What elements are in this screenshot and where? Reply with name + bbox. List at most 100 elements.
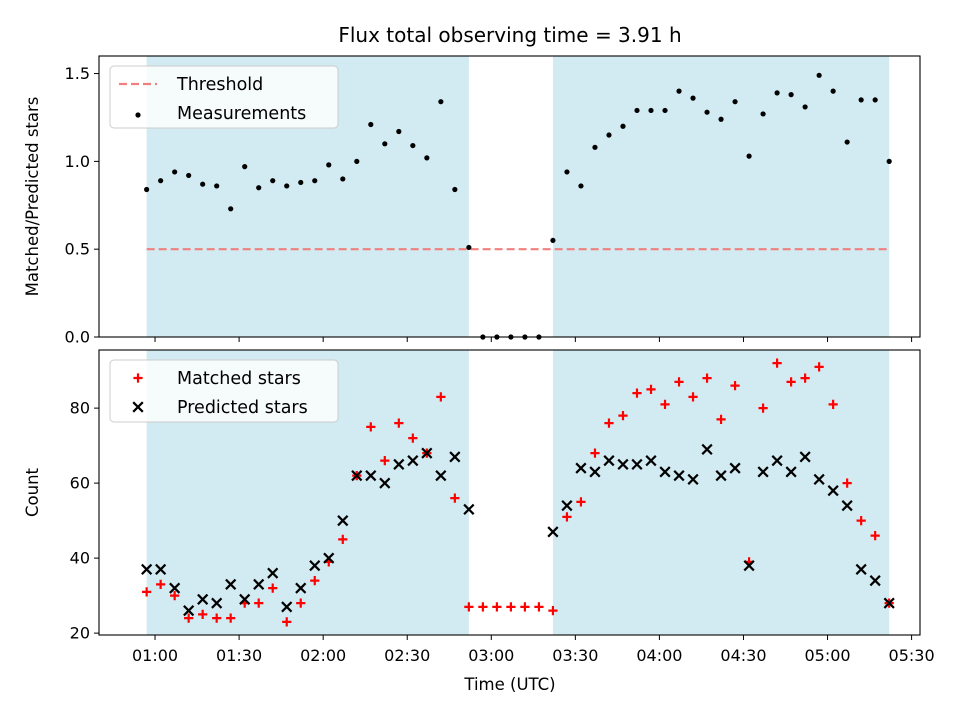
data-point-measurements [802, 104, 808, 110]
observing-window-shading [552, 350, 890, 635]
data-point-measurements [396, 128, 402, 135]
data-point-measurements [662, 107, 668, 114]
data-point-predicted-stars [267, 567, 279, 579]
data-point-matched-stars [646, 384, 656, 394]
legend-box [109, 359, 339, 423]
data-point-measurements [242, 164, 248, 170]
data-point-matched-stars [632, 388, 642, 398]
data-point-measurements [690, 95, 696, 101]
data-point-measurements [816, 72, 822, 78]
legend-label: Threshold [176, 75, 263, 95]
data-point-predicted-stars [715, 470, 727, 482]
data-point-matched-stars [534, 602, 544, 612]
data-point-measurements [410, 142, 416, 149]
data-point-measurements [634, 107, 640, 114]
x-tick-label: 01:30 [216, 646, 262, 665]
data-point-matched-stars [562, 512, 572, 522]
y-tick-label: 1.0 [65, 152, 90, 171]
data-point-predicted-stars [841, 500, 853, 512]
x-tick-label: 01:00 [132, 646, 178, 665]
data-point-predicted-stars [827, 485, 839, 497]
data-point-matched-stars [184, 613, 194, 623]
data-point-matched-stars [338, 534, 348, 544]
y-tick-label: 20 [70, 624, 90, 643]
data-point-matched-stars [772, 358, 782, 368]
data-point-predicted-stars [407, 455, 419, 467]
data-point-matched-stars [492, 602, 502, 612]
data-point-measurements [648, 107, 654, 114]
legend-label: Predicted stars [177, 398, 308, 418]
data-point-matched-stars [254, 598, 264, 608]
y-axis-label: Count [23, 467, 42, 517]
chart-title: Flux total observing time = 3.91 h [338, 23, 681, 47]
legend-box [109, 65, 339, 129]
data-point-measurements [564, 169, 570, 175]
data-point-predicted-stars [337, 515, 349, 527]
data-point-measurements [578, 183, 584, 189]
y-tick-label: 80 [70, 399, 90, 418]
data-point-matched-stars [730, 381, 740, 391]
data-point-matched-stars [478, 602, 488, 612]
data-point-matched-stars [310, 576, 320, 586]
data-point-predicted-stars [183, 605, 195, 617]
data-point-predicted-stars [547, 526, 559, 538]
data-point-matched-stars [450, 493, 460, 503]
data-point-predicted-stars [729, 462, 741, 474]
data-point-predicted-stars [575, 462, 587, 474]
data-point-matched-stars [296, 598, 306, 608]
data-point-matched-stars [814, 362, 824, 372]
data-point-measurements [858, 97, 864, 103]
ratio-panel: 0.0 0.5 1.0 1.5 Matched/Predicted stars Thres… [23, 55, 921, 347]
data-point-matched-stars [618, 411, 628, 421]
data-point-matched-stars [702, 373, 712, 383]
observing-window-shading [552, 56, 890, 337]
data-point-measurements [732, 99, 738, 105]
data-point-predicted-stars [197, 593, 209, 605]
data-point-predicted-stars [281, 601, 293, 613]
data-point-measurements [746, 153, 752, 159]
data-point-matched-stars [464, 602, 474, 612]
data-point-predicted-stars [883, 597, 895, 609]
data-point-matched-stars [576, 497, 586, 507]
data-point-matched-stars [282, 617, 292, 627]
data-point-measurements [382, 141, 388, 147]
data-point-predicted-stars [309, 560, 321, 572]
data-point-predicted-stars [785, 466, 797, 478]
x-tick-label: 03:00 [468, 646, 514, 665]
x-tick-label: 02:00 [300, 646, 346, 665]
data-point-measurements [158, 178, 164, 184]
y-tick-label: 1.5 [65, 64, 90, 83]
data-point-measurements [452, 186, 458, 193]
data-point-matched-stars [548, 606, 558, 616]
data-point-predicted-stars [855, 563, 867, 575]
data-point-predicted-stars [743, 560, 755, 572]
data-point-matched-stars [380, 456, 390, 466]
data-point-predicted-stars [771, 455, 783, 467]
y-axis-label: Matched/Predicted stars [23, 97, 42, 297]
data-point-measurements [844, 139, 850, 145]
data-point-measurements [550, 237, 556, 244]
data-point-matched-stars [212, 613, 222, 623]
data-point-matched-stars [604, 418, 614, 428]
data-point-matched-stars [394, 418, 404, 428]
data-point-predicted-stars [869, 575, 881, 587]
data-point-measurements [144, 186, 150, 193]
data-point-matched-stars [674, 377, 684, 387]
legend: Matched stars Predicted stars [109, 359, 339, 423]
data-point-matched-stars [156, 579, 166, 589]
data-point-predicted-stars [701, 443, 713, 455]
data-point-matched-stars [688, 392, 698, 402]
data-point-predicted-stars [589, 466, 601, 478]
data-point-predicted-stars [225, 578, 237, 590]
data-point-measurements [718, 116, 724, 122]
data-point-matched-stars [590, 448, 600, 458]
data-point-matched-stars [856, 516, 866, 526]
data-point-matched-stars [268, 583, 278, 593]
data-point-predicted-stars [379, 477, 391, 489]
x-tick-label: 03:30 [552, 646, 598, 665]
data-point-predicted-stars [631, 458, 643, 470]
data-point-predicted-stars [169, 582, 181, 594]
y-tick-label: 60 [70, 474, 90, 493]
data-point-predicted-stars [211, 597, 223, 609]
data-point-predicted-stars [141, 563, 153, 575]
